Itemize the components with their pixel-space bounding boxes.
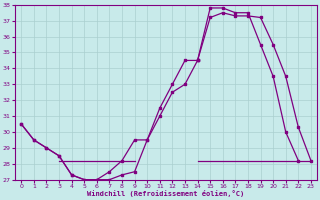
X-axis label: Windchill (Refroidissement éolien,°C): Windchill (Refroidissement éolien,°C) (87, 190, 245, 197)
